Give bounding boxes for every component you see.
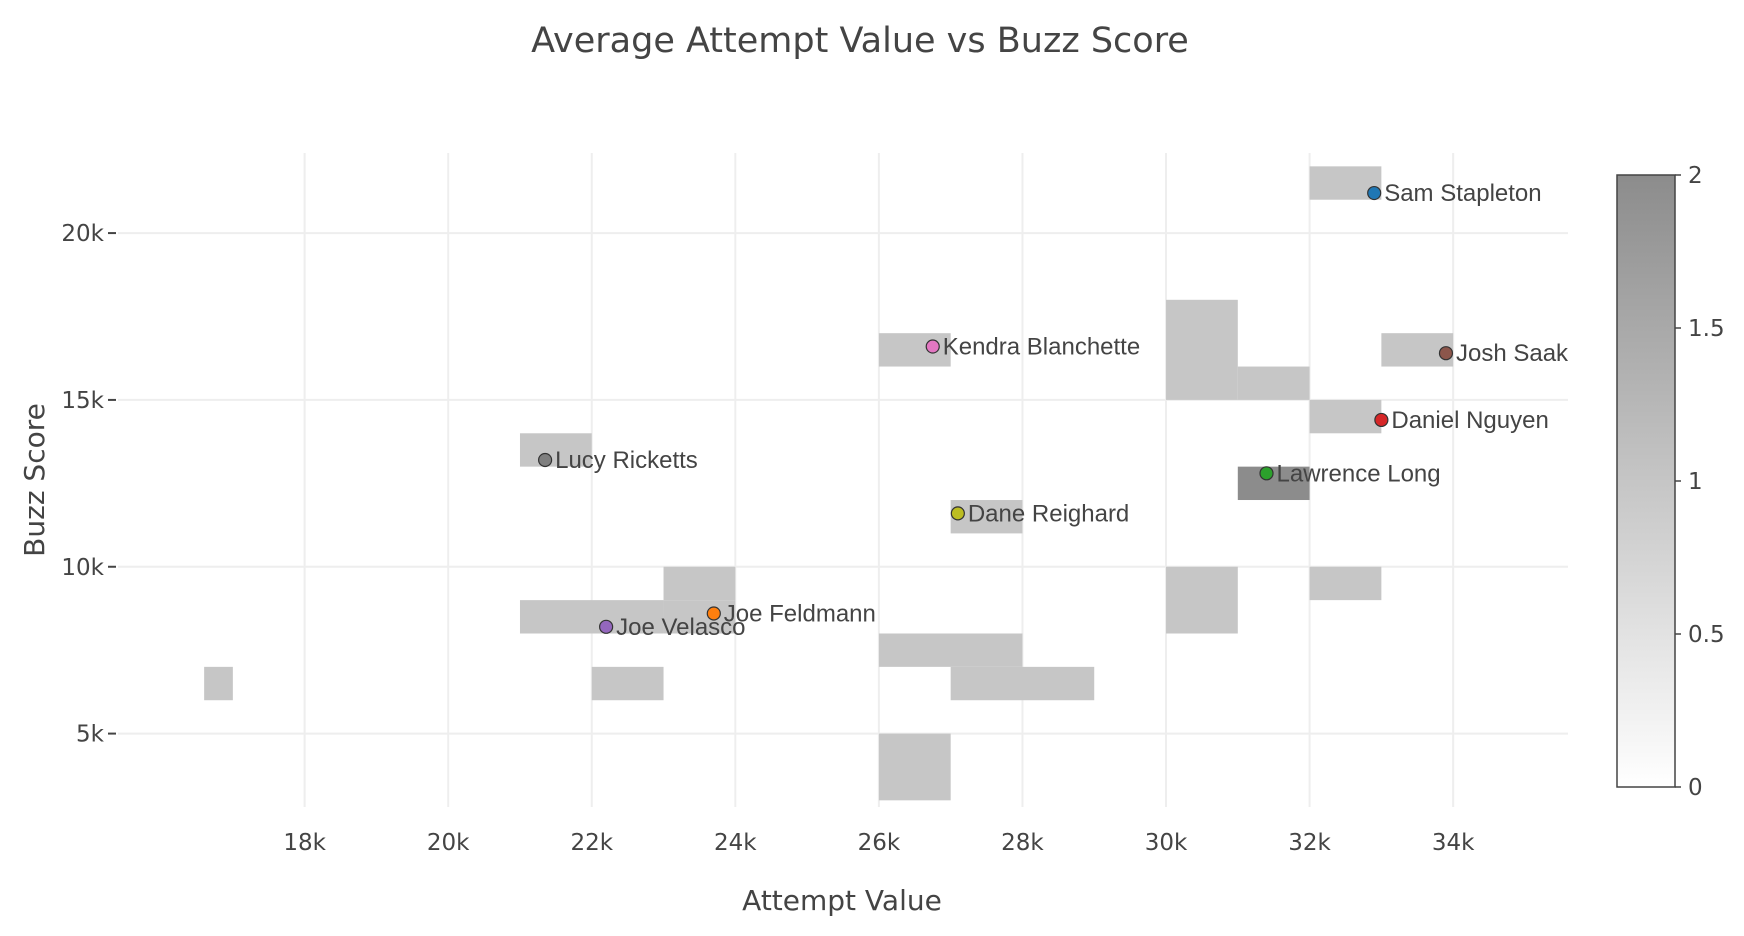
density-bin xyxy=(663,566,736,601)
chart-title: Average Attempt Value vs Buzz Score xyxy=(531,21,1189,61)
x-tick-label: 22k xyxy=(570,830,613,856)
data-point[interactable] xyxy=(1438,346,1454,361)
x-tick-label: 34k xyxy=(1432,830,1475,856)
x-axis-title: Attempt Value xyxy=(742,884,942,917)
colorbar-gradient xyxy=(1616,174,1676,788)
density-bin xyxy=(591,666,664,701)
density-bin xyxy=(1237,366,1310,400)
data-point[interactable] xyxy=(538,452,553,468)
density-bin xyxy=(663,600,736,634)
data-point-label: Joe Feldmann xyxy=(724,600,876,627)
y-axis-ticks: 5k 10k 15k 20k xyxy=(61,221,116,748)
data-point-label: Lucy Ricketts xyxy=(555,447,698,474)
density-bin xyxy=(878,633,1023,667)
density-bin xyxy=(519,600,664,634)
data-point[interactable] xyxy=(1367,185,1382,201)
x-tick-label: 20k xyxy=(427,830,470,856)
x-tick-label: 32k xyxy=(1288,830,1331,856)
data-point[interactable] xyxy=(925,339,940,354)
density-bins xyxy=(204,166,1454,801)
data-point-label: Joe Velasco xyxy=(616,614,745,641)
data-point-label: Dane Reighard xyxy=(968,500,1129,527)
data-point[interactable] xyxy=(1374,412,1389,428)
y-axis-title: Buzz Score xyxy=(18,403,51,557)
y-tick-label: 5k xyxy=(76,722,105,748)
colorbar-tick-label: 0 xyxy=(1688,775,1703,801)
density-bin xyxy=(878,333,951,367)
x-axis-ticks: 18k 20k 22k 24k 26k 28k 30k 32k 34k xyxy=(283,830,1475,856)
density-bin xyxy=(1166,566,1238,634)
data-point[interactable] xyxy=(599,619,614,634)
data-point-label: Lawrence Long xyxy=(1277,460,1441,487)
density-bin xyxy=(519,433,592,467)
colorbar-tick-label: 2 xyxy=(1688,163,1703,189)
density-bin xyxy=(1309,399,1382,434)
point-labels: Sam Stapleton Kendra Blanchette Josh Saak D… xyxy=(555,180,1569,641)
colorbar-tick-label: 1 xyxy=(1688,469,1703,495)
x-tick-label: 26k xyxy=(858,830,901,856)
colorbar-tick-label: 1.5 xyxy=(1688,316,1725,342)
data-point[interactable] xyxy=(706,606,721,621)
x-tick-label: 18k xyxy=(283,830,326,856)
data-point-label: Daniel Nguyen xyxy=(1391,407,1548,434)
density-bin xyxy=(950,666,1095,701)
y-tick-label: 10k xyxy=(61,555,104,581)
y-tick-label: 20k xyxy=(61,221,104,247)
data-point-label: Kendra Blanchette xyxy=(943,334,1140,361)
y-tick-label: 15k xyxy=(61,388,104,414)
density-bin xyxy=(878,733,951,801)
data-point[interactable] xyxy=(950,506,965,521)
data-point-label: Sam Stapleton xyxy=(1384,180,1541,207)
x-gridlines xyxy=(303,153,1455,807)
scatter-points xyxy=(538,185,1454,634)
density-bin xyxy=(1237,466,1310,501)
density-bin xyxy=(204,666,233,701)
x-tick-label: 24k xyxy=(714,830,757,856)
colorbar: 0 0.5 1 1.5 2 xyxy=(1616,163,1725,801)
density-bin xyxy=(1166,299,1238,400)
data-point-label: Josh Saak xyxy=(1456,340,1569,367)
colorbar-ticks: 0 0.5 1 1.5 2 xyxy=(1675,163,1725,801)
x-tick-label: 30k xyxy=(1145,830,1188,856)
density-bin xyxy=(1309,566,1382,601)
x-tick-label: 28k xyxy=(1001,830,1044,856)
colorbar-tick-label: 0.5 xyxy=(1688,622,1725,648)
data-point[interactable] xyxy=(1259,466,1274,481)
